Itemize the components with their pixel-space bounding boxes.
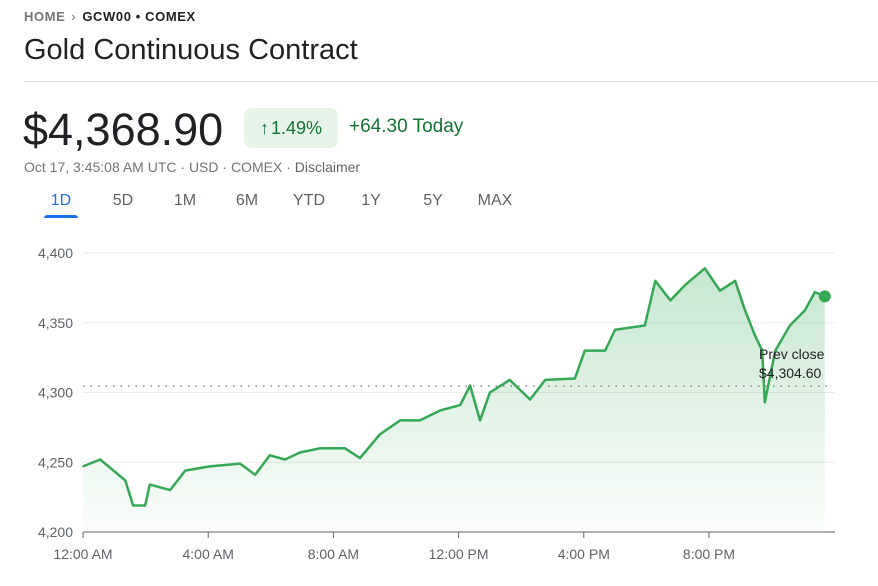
x-tick-label: 12:00 AM — [53, 546, 112, 562]
data-point — [604, 349, 606, 352]
data-point — [489, 391, 491, 394]
data-point — [459, 404, 461, 406]
data-point — [684, 284, 686, 286]
prev-close-value: $4,304.60 — [759, 365, 821, 381]
x-tick-label: 4:00 AM — [183, 546, 234, 562]
data-point — [359, 457, 361, 459]
tab-max[interactable]: MAX — [477, 192, 513, 209]
data-point — [764, 401, 766, 404]
tab-6m[interactable]: 6M — [235, 192, 259, 209]
range-tabs: 1D 5D 1M 6M YTD 1Y 5Y MAX — [30, 192, 526, 218]
data-point — [479, 419, 481, 422]
data-point — [284, 458, 286, 461]
current-price-marker — [818, 290, 831, 303]
page-title: Gold Continuous Contract — [24, 34, 358, 66]
data-point — [169, 489, 171, 491]
tab-1d[interactable]: 1D — [30, 192, 92, 218]
data-point — [644, 324, 646, 327]
disclaimer-link[interactable]: Disclaimer — [294, 159, 361, 175]
divider — [24, 81, 878, 82]
percent-change: 1.49% — [270, 117, 323, 138]
data-point — [508, 379, 511, 381]
price-area-fill — [83, 268, 825, 532]
data-point — [184, 469, 187, 472]
data-point — [669, 299, 672, 302]
data-point — [399, 419, 401, 422]
data-point — [132, 504, 134, 507]
x-tick-label: 12:00 PM — [429, 546, 489, 562]
data-point — [419, 419, 421, 422]
data-point — [254, 474, 256, 476]
x-tick-label: 8:00 PM — [683, 546, 735, 562]
y-tick-label: 4,300 — [38, 385, 73, 401]
data-point — [82, 465, 84, 468]
data-point — [734, 280, 736, 282]
data-point — [268, 454, 271, 457]
current-price: $4,368.90 — [23, 104, 224, 155]
data-point — [789, 324, 791, 327]
data-point — [761, 349, 764, 352]
data-point — [469, 384, 471, 387]
quote-meta: Oct 17, 3:45:08 AM UTC · USD · COMEX · D… — [24, 159, 360, 175]
breadcrumb-current: GCW00 • COMEX — [82, 9, 196, 24]
data-point — [654, 280, 657, 282]
y-tick-label: 4,350 — [38, 315, 73, 331]
tab-1m[interactable]: 1M — [173, 192, 197, 209]
data-point — [754, 334, 756, 337]
data-point — [148, 483, 151, 486]
tab-ytd[interactable]: YTD — [293, 192, 325, 209]
data-point — [584, 349, 586, 352]
y-tick-label: 4,400 — [38, 245, 73, 261]
price-chart[interactable]: 4,200 4,250 4,300 4,350 4,400 12:00 AM 4:00 A… — [0, 230, 878, 586]
data-point — [744, 309, 746, 311]
data-point — [774, 349, 777, 352]
chevron-right-icon: › — [71, 9, 77, 24]
data-point — [208, 465, 211, 468]
prev-close-label: Prev close — [759, 346, 825, 362]
data-point — [544, 379, 546, 381]
data-point — [299, 451, 301, 454]
data-point — [574, 377, 576, 380]
data-point — [379, 433, 381, 436]
x-tick-label: 4:00 PM — [558, 546, 610, 562]
data-point — [804, 309, 806, 311]
price-line — [82, 267, 826, 507]
data-point — [124, 479, 127, 482]
data-point — [344, 447, 346, 450]
tab-5d[interactable]: 5D — [112, 192, 134, 209]
y-tick-label: 4,200 — [38, 524, 73, 540]
data-point — [719, 289, 721, 292]
data-point — [99, 458, 102, 461]
data-point — [144, 504, 146, 507]
breadcrumb-home[interactable]: HOME — [24, 9, 66, 24]
data-point — [529, 398, 531, 401]
data-point — [439, 409, 441, 412]
data-point — [704, 267, 706, 270]
data-point — [814, 291, 816, 293]
percent-change-badge: ↑ 1.49% — [244, 108, 338, 148]
tab-1y[interactable]: 1Y — [361, 192, 381, 209]
data-point — [614, 328, 616, 331]
y-tick-label: 4,250 — [38, 454, 73, 470]
breadcrumb: HOME › GCW00 • COMEX — [24, 9, 196, 24]
tab-5y[interactable]: 5Y — [423, 192, 443, 209]
arrow-up-icon: ↑ — [259, 117, 269, 138]
data-point — [239, 462, 241, 465]
quote-timestamp: Oct 17, 3:45:08 AM UTC · USD · COMEX · — [24, 159, 295, 175]
x-tick-label: 8:00 AM — [308, 546, 359, 562]
data-point — [319, 447, 321, 450]
change-today: +64.30 Today — [349, 116, 464, 137]
